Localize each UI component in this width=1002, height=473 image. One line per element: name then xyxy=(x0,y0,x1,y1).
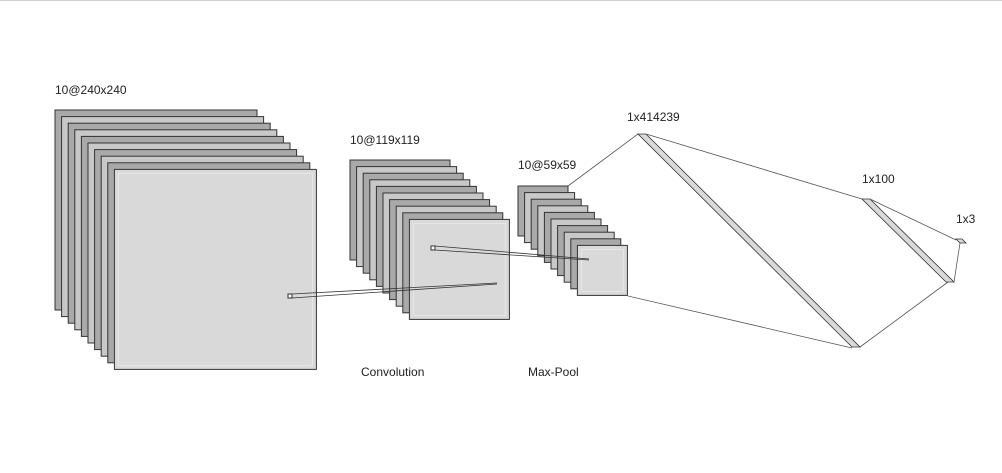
top-border xyxy=(0,0,1002,1)
flatten-layer-label: 1x414239 xyxy=(627,110,680,124)
output-projection-top xyxy=(869,198,957,241)
input-layer-label: 10@240x240 xyxy=(55,83,127,97)
pool-layer-label: 10@59x59 xyxy=(518,158,577,172)
pool-connector-top xyxy=(434,245,590,260)
input-layer-inner-frame xyxy=(117,172,313,366)
conv-connector-bottom xyxy=(291,283,498,299)
flatten-vector xyxy=(637,133,861,348)
pool-layer-inner-frame xyxy=(580,248,624,292)
conv-receptive-field xyxy=(430,245,436,251)
maxpool-operation-label: Max-Pool xyxy=(528,365,579,379)
output-vector xyxy=(955,238,967,244)
conv-layer-label: 10@119x119 xyxy=(350,133,420,147)
dense-layer-label: 1x100 xyxy=(862,172,895,186)
dense-vector xyxy=(861,198,955,283)
dense-projection-bottom xyxy=(859,281,949,348)
flatten-projection-bottom xyxy=(627,295,853,349)
input-receptive-field xyxy=(287,293,293,299)
pool-connector-bottom xyxy=(434,249,590,261)
input-layer-map-10 xyxy=(113,168,317,370)
dense-projection-top xyxy=(645,133,863,200)
output-projection-bottom xyxy=(953,242,961,283)
conv-layer-map-10 xyxy=(408,218,510,320)
pool-layer-map-10 xyxy=(576,244,628,296)
output-layer-label: 1x3 xyxy=(956,212,976,226)
convolution-operation-label: Convolution xyxy=(361,365,425,379)
conv-connector-top xyxy=(291,282,498,295)
flatten-projection-top xyxy=(567,133,639,187)
conv-layer-inner-frame xyxy=(412,222,506,316)
